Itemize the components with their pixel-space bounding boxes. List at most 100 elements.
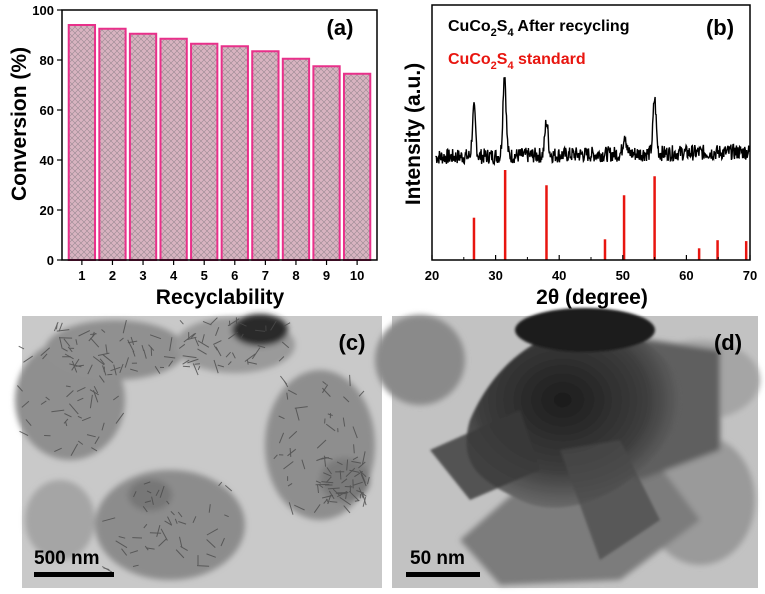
nanoflake (358, 390, 365, 397)
nanoflake (91, 447, 98, 452)
nanoflake (283, 461, 294, 470)
panel-a-frame (61, 9, 378, 261)
nanoflake (71, 360, 78, 373)
bar-10 (342, 72, 372, 261)
nanoflake (94, 436, 100, 445)
nanoflake (244, 353, 256, 362)
panel-a-xlabel: Recyclability (156, 286, 285, 309)
nanoflake (323, 498, 328, 504)
nanoflake (113, 364, 117, 376)
bar-5 (190, 42, 219, 261)
nanoflake (361, 451, 366, 465)
nanoflake (206, 528, 219, 536)
nanoflake (197, 348, 207, 355)
nanoflake (62, 348, 68, 352)
nanoflake (86, 434, 96, 438)
nanoflake (225, 351, 231, 358)
panel-b-ylabel: Intensity (a.u.) (402, 63, 425, 205)
nanoflake (197, 366, 201, 371)
nanoflake (278, 356, 285, 362)
nanoflake (93, 385, 99, 394)
ytick-label: 100 (32, 3, 54, 18)
nanoflake (119, 363, 124, 373)
nanoflake (255, 329, 266, 332)
nanoflake (58, 322, 63, 332)
nanoflake (144, 500, 152, 503)
nanoflake (129, 550, 139, 554)
nanoflake (118, 536, 126, 539)
nanoflake (144, 545, 149, 551)
nanoflake (287, 389, 297, 396)
nanoflake (201, 334, 205, 343)
nanoflake (119, 337, 124, 342)
panel-d-scale-bar (406, 572, 480, 577)
nanoflake (158, 538, 167, 547)
nanoflake (352, 426, 358, 439)
nanoflake (257, 345, 266, 349)
nanoflake (196, 565, 210, 567)
nanoflake (326, 467, 332, 475)
bar-3 (128, 32, 158, 261)
nanoflake (187, 358, 199, 364)
nanoflake (90, 337, 100, 348)
bar-4 (159, 37, 188, 261)
nanoflake (178, 343, 186, 349)
legend-standard: CuCo2S4 standard (448, 51, 586, 72)
nanoflake (113, 395, 119, 401)
xtick-label: 70 (743, 268, 757, 283)
nanoflake (273, 454, 278, 460)
nanoflake (142, 506, 148, 513)
nanoflake (342, 417, 346, 427)
xtick-label: 40 (552, 268, 566, 283)
nanoflake (179, 319, 184, 325)
nanoflake (287, 448, 297, 457)
nanoflake (146, 490, 152, 494)
nanoflake (143, 523, 148, 529)
nanoflake (182, 365, 191, 368)
nanoflake (213, 345, 218, 351)
nanoflake (40, 347, 51, 356)
nanoflake (23, 355, 33, 363)
xtick-label: 3 (139, 268, 146, 283)
nanoflake (206, 553, 216, 558)
nanoflake (76, 386, 86, 392)
xtick-label: 30 (488, 268, 502, 283)
nanoflake (130, 368, 138, 372)
nanoflake (328, 490, 335, 500)
panel-c-scale-bar (34, 572, 114, 577)
nanoflake (25, 419, 32, 427)
nanoflake (343, 505, 351, 514)
panel-c-tem-image: (c) 500 nm (15, 314, 382, 588)
nanoflake (180, 545, 188, 552)
nanoflake (323, 455, 327, 467)
nanoflake (327, 494, 332, 505)
nanoflake (321, 481, 334, 484)
nanoflake (194, 337, 200, 347)
nanoflake (122, 319, 127, 334)
panel-d-scale-text: 50 nm (410, 548, 465, 569)
nanoflake (102, 517, 116, 522)
nanoflake (146, 547, 155, 550)
nanoflake (77, 397, 84, 402)
ytick-label: 0 (47, 253, 54, 268)
nanoflake (339, 470, 342, 480)
nanoflake (66, 390, 74, 398)
nanoflake (339, 496, 351, 506)
nanoflake (202, 320, 212, 326)
nanoflake (130, 336, 135, 346)
nanoflake (349, 469, 360, 473)
nanoflake (182, 359, 190, 365)
nanoflake (227, 361, 232, 366)
nanoflake (294, 406, 308, 409)
nanoflake (115, 412, 125, 424)
nanoflake (329, 501, 338, 503)
nanoflake (63, 338, 71, 347)
nanoflake (64, 421, 68, 427)
nanoflake (178, 521, 187, 525)
series-after-recycling-line (435, 76, 751, 167)
nanoflake (362, 493, 367, 506)
nanoflake (218, 481, 223, 487)
ytick-label: 80 (40, 53, 54, 68)
